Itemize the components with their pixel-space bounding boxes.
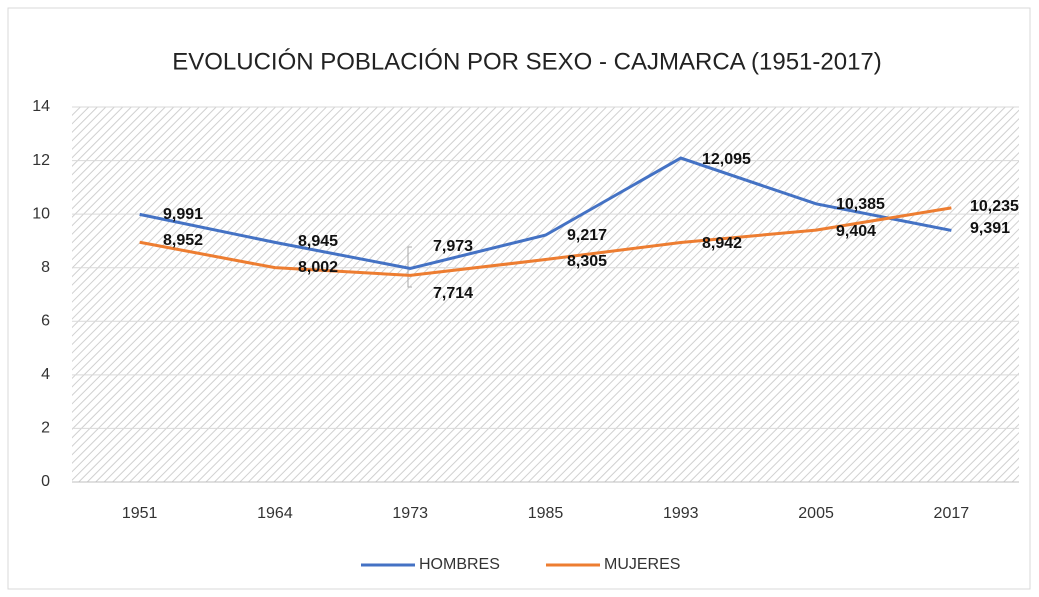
data-label: 9,991 <box>163 206 203 223</box>
y-tick-label: 4 <box>41 366 50 383</box>
x-tick-label: 2017 <box>934 505 970 522</box>
data-label: 8,305 <box>567 253 607 270</box>
data-label: 9,404 <box>836 223 876 240</box>
y-tick-label: 0 <box>41 473 50 490</box>
data-label: 8,945 <box>298 233 338 250</box>
y-tick-label: 10 <box>32 205 50 222</box>
chart-title: EVOLUCIÓN POBLACIÓN POR SEXO - CAJMARCA … <box>172 48 882 75</box>
plot-area <box>72 107 1019 482</box>
x-tick-label: 1985 <box>528 505 564 522</box>
y-tick-label: 12 <box>32 152 50 169</box>
legend-label: HOMBRES <box>419 556 500 573</box>
y-tick-label: 8 <box>41 259 50 276</box>
data-label: 10,385 <box>836 196 885 213</box>
legend-label: MUJERES <box>604 556 680 573</box>
x-tick-label: 1951 <box>122 505 158 522</box>
data-label: 12,095 <box>702 151 751 168</box>
data-label: 9,217 <box>567 227 607 244</box>
x-tick-label: 1993 <box>663 505 699 522</box>
y-tick-label: 6 <box>41 313 50 330</box>
line-series <box>139 206 952 277</box>
data-label: 8,952 <box>163 232 203 249</box>
y-tick-label: 2 <box>41 420 50 437</box>
x-tick-label: 1973 <box>392 505 428 522</box>
data-label: 8,942 <box>702 235 742 252</box>
data-label: 7,714 <box>433 285 473 302</box>
data-label: 8,002 <box>298 259 338 276</box>
data-label: 9,391 <box>970 220 1010 237</box>
line-series <box>139 156 952 270</box>
data-label: 10,235 <box>970 198 1019 215</box>
y-tick-label: 14 <box>32 98 50 115</box>
x-tick-label: 1964 <box>257 505 293 522</box>
x-tick-label: 2005 <box>798 505 834 522</box>
data-label: 7,973 <box>433 238 473 255</box>
